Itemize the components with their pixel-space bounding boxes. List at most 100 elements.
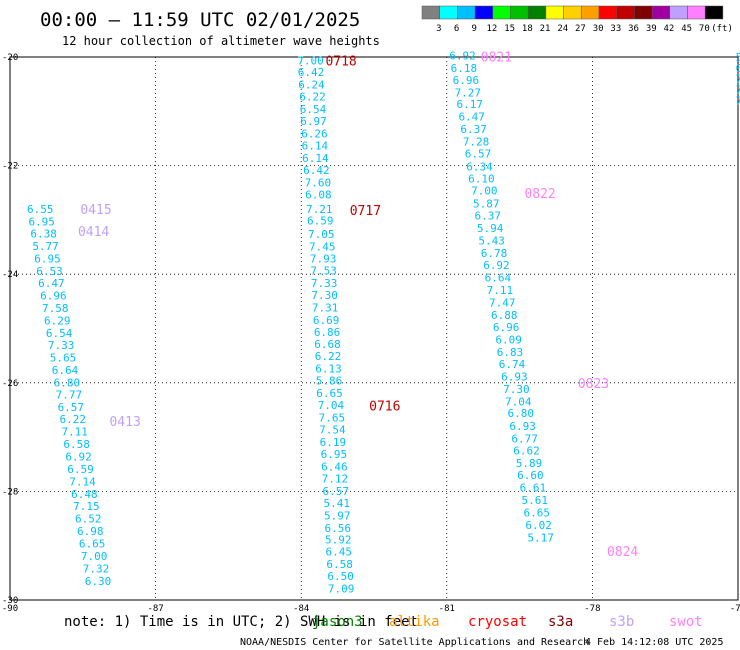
satellite-legend-entry: s3a — [548, 614, 573, 630]
wave-height-value: 5.97 — [324, 509, 351, 522]
footer-credit: NOAA/NESDIS Center for Satellite Applica… — [240, 637, 589, 648]
x-tick-label: -81 — [439, 604, 455, 614]
track-time-label: 0717 — [350, 204, 381, 219]
colorbar-swatch — [421, 5, 440, 20]
y-tick-label: -24 — [2, 270, 18, 280]
wave-height-value: 6.97 — [300, 115, 327, 128]
wave-height-value: 6.92 — [65, 451, 92, 464]
wave-height-value: 7.93 — [310, 252, 337, 265]
wave-height-value: 7 — [736, 73, 740, 86]
x-tick-label: -90 — [2, 604, 18, 614]
wave-height-value: 6.54 — [300, 103, 327, 116]
colorbar-tick-label: 21 — [540, 24, 551, 34]
y-tick-label: -26 — [2, 379, 18, 389]
wave-height-value: 6.26 — [301, 128, 328, 141]
wave-height-value: 7.04 — [505, 395, 532, 408]
wave-height-value: 6.56 — [324, 522, 351, 535]
wave-height-value: 6.30 — [85, 575, 112, 588]
wave-height-value: 5.87 — [473, 198, 500, 211]
wave-height-value: 6.93 — [509, 420, 535, 433]
wave-height-value: 6.57 — [465, 148, 492, 161]
track-time-label: 0718 — [325, 54, 356, 69]
colorbar-swatch — [527, 5, 547, 20]
wave-height-value: 6.13 — [315, 363, 342, 376]
wave-height-value: 6.57 — [58, 401, 85, 414]
wave-height-value: 6.22 — [60, 413, 86, 426]
colorbar-swatch — [704, 5, 724, 20]
colorbar-tick-label: 42 — [664, 24, 675, 34]
wave-height-value: 6.19 — [320, 436, 347, 449]
wave-height-value: 6.64 — [52, 364, 79, 377]
wave-height-value: 5.61 — [522, 494, 549, 507]
wave-height-value: 5.65 — [50, 351, 77, 364]
wave-height-value: 7.31 — [312, 301, 339, 314]
wave-height-value: 5.86 — [316, 375, 343, 388]
wave-height-value: 7.11 — [61, 426, 87, 439]
wave-height-value: 7.04 — [318, 399, 345, 412]
track-time-label: 0414 — [78, 225, 109, 240]
wave-height-value: 6.95 — [321, 448, 348, 461]
wave-height-value: 7.12 — [322, 472, 349, 485]
footer-note: note: 1) Time is in UTC; 2) SWH is in fe… — [64, 614, 418, 630]
colorbar-tick-label: 33 — [610, 24, 621, 34]
wave-height-value: 7.15 — [73, 500, 100, 513]
colorbar-swatch — [545, 5, 564, 20]
wave-height-value: 6.42 — [298, 66, 325, 79]
wave-height-value: 6.60 — [517, 469, 544, 482]
colorbar-swatch — [492, 5, 511, 20]
wave-height-value: 7.32 — [83, 563, 110, 576]
x-tick-label: -84 — [293, 604, 309, 614]
grid-lines — [10, 57, 738, 600]
wave-height-value: 6.65 — [79, 538, 106, 551]
wave-height-value: 6.61 — [520, 482, 547, 495]
colorbar-tick-label: 15 — [504, 24, 515, 34]
wave-height-value: 6.80 — [507, 407, 534, 420]
colorbar-swatch — [457, 5, 476, 20]
satellite-legend-entry: cryosat — [468, 614, 527, 630]
plot-frame — [9, 56, 739, 601]
wave-height-value: 5.17 — [527, 532, 554, 545]
wave-height-value: 6.09 — [495, 333, 522, 346]
colorbar-tick-label: 39 — [646, 24, 657, 34]
colorbar-tick-label: 45 — [681, 24, 692, 34]
wave-height-value: 6.50 — [327, 570, 354, 583]
wave-height-value: 6.92 — [483, 259, 510, 272]
wave-height-value: 7.00 — [297, 54, 324, 67]
wave-height-value: 5.89 — [516, 457, 543, 470]
wave-height-value: 6.55 — [27, 203, 53, 216]
wave-height-value: 5.41 — [324, 497, 351, 510]
wave-height-value: 7.45 — [309, 241, 336, 254]
y-axis-ticks: -20 -22 -24 -26 -28 -30 — [2, 53, 18, 606]
wave-height-value: 7.47 — [489, 296, 516, 309]
wave-height-value: 7.00 — [81, 550, 108, 563]
satellite-legend-entry: altika — [389, 614, 440, 630]
wave-height-value: 6.29 — [44, 314, 70, 327]
wave-height-value: 6.86 — [314, 326, 341, 339]
wave-height-value: 6.96 — [40, 289, 67, 302]
wave-height-value: 6.59 — [307, 214, 334, 227]
wave-height-value: 6.59 — [67, 463, 94, 476]
colorbar-tick-label: 27 — [575, 24, 586, 34]
x-tick-label: -78 — [584, 604, 600, 614]
satellite-legend-entry: jason3 — [312, 614, 363, 630]
track-marks: 7.006.426.246.226.546.976.266.146.146.42… — [27, 49, 740, 595]
colorbar-swatch — [598, 5, 617, 20]
colorbar-tick-label: 3 — [436, 24, 441, 34]
wave-height-value: 7.05 — [308, 228, 335, 241]
satellite-legend-entry: swot — [669, 614, 703, 630]
wave-height-value: 6.47 — [458, 111, 485, 124]
wave-height-value: 7.00 — [471, 185, 498, 198]
page-title: 00:00 – 11:59 UTC 02/01/2025 — [40, 9, 360, 31]
wave-height-value: 6.58 — [326, 558, 353, 571]
wave-height-value: 6.24 — [298, 79, 325, 92]
wave-height-value: 7.30 — [311, 289, 338, 302]
wave-height-value: 6.48 — [71, 488, 98, 501]
wave-height-value: 6.95 — [34, 252, 61, 265]
colorbar-swatch — [616, 5, 635, 20]
track-time-label: 0824 — [607, 545, 638, 560]
wave-height-value: 7.30 — [503, 383, 529, 396]
wave-height-value: 5.94 — [477, 222, 504, 235]
wave-height-value: 7.21 — [306, 203, 333, 216]
